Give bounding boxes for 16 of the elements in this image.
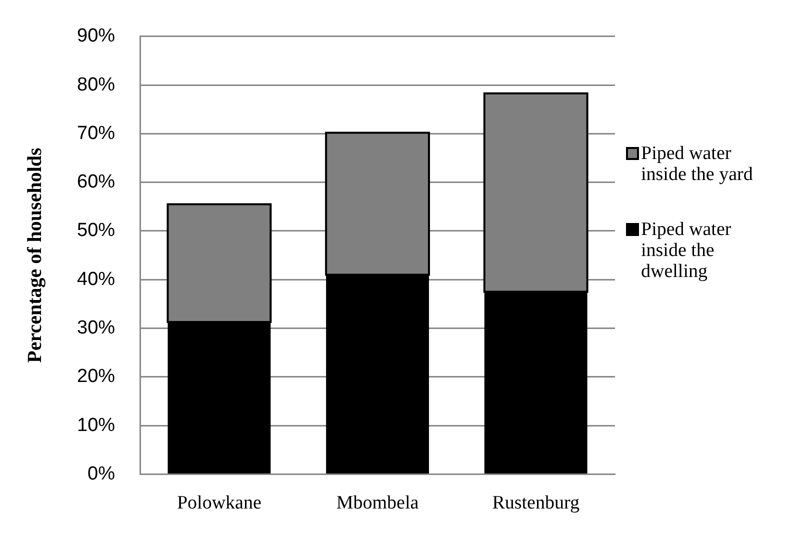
y-tick-label: 0% [88,463,116,484]
y-tick-label: 10% [76,414,116,436]
legend-label: Piped water inside the yard [641,143,754,185]
y-tick-label: 90% [76,26,116,47]
legend-label: Piped water inside the dwelling [641,219,732,282]
y-tick-label: 50% [76,220,116,242]
x-tick-label: Rustenburg [492,492,580,514]
y-tick-label: 40% [76,268,116,290]
x-tick-label: Mbombela [336,492,420,514]
y-tick-label: 70% [76,122,116,144]
y-tick-label: 80% [76,74,116,96]
y-axis-title: Percentage of households [24,148,46,363]
y-tick-label: 30% [76,318,116,338]
x-tick-label: Polowkane [176,492,262,514]
y-tick-label: 20% [76,366,116,388]
y-tick-label: 60% [76,172,116,193]
